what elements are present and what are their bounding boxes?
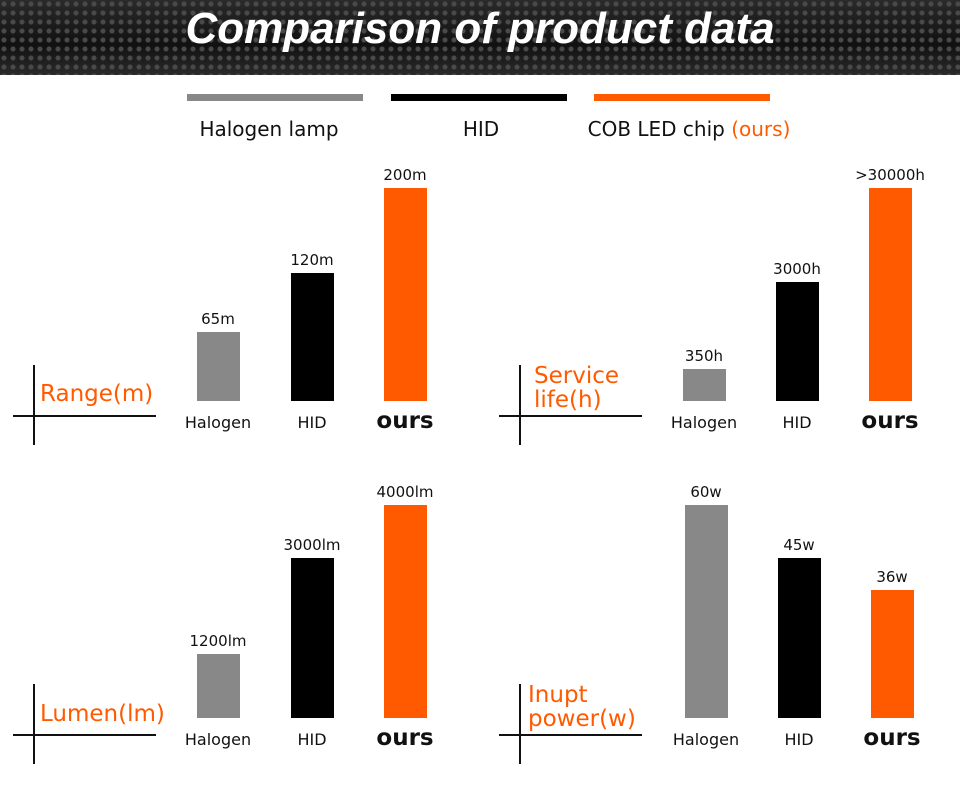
- axis-horizontal: [13, 734, 156, 736]
- bar-hid: [291, 558, 334, 718]
- bar-halogen: [683, 368, 726, 401]
- value-label: 200m: [383, 166, 427, 184]
- bar-hid: [291, 273, 334, 401]
- value-label: 4000lm: [376, 483, 434, 501]
- metric-label: Range(m): [40, 381, 154, 407]
- bar-halogen: [197, 654, 240, 718]
- bar-hid: [778, 558, 821, 718]
- header-banner: Comparison of product data: [0, 0, 960, 75]
- bar-halogen: [197, 331, 240, 401]
- category-label: ours: [376, 408, 434, 434]
- value-label: 45w: [783, 536, 815, 555]
- category-label: ours: [861, 408, 919, 434]
- category-label: HID: [297, 730, 327, 749]
- axis-horizontal: [13, 415, 156, 417]
- bar-ours: [384, 188, 427, 401]
- value-label: 3000h: [773, 259, 821, 278]
- legend-label-halogen: Halogen lamp: [199, 117, 339, 141]
- bar-ours: [869, 188, 912, 401]
- category-label: HID: [297, 413, 327, 432]
- axis-horizontal: [499, 734, 642, 736]
- bar-halogen: [685, 505, 728, 718]
- bar-hid: [776, 281, 819, 401]
- axis-vertical: [519, 684, 521, 764]
- axis-horizontal: [499, 415, 642, 417]
- page-title: Comparison of product data: [185, 4, 775, 53]
- value-label: 350h: [684, 346, 724, 365]
- value-label: 65m: [201, 309, 235, 328]
- category-label: HID: [782, 413, 812, 432]
- category-label: HID: [784, 730, 814, 749]
- metric-label: power(w): [528, 706, 636, 732]
- legend-label-hid: HID: [462, 117, 500, 141]
- value-label: 36w: [876, 568, 908, 587]
- legend-swatch-halogen: [187, 94, 363, 101]
- category-label: ours: [863, 725, 921, 751]
- legend-swatch-ours: [594, 94, 770, 101]
- legend-label-ours: COB LED chip (ours): [587, 117, 791, 141]
- category-label: ours: [376, 725, 434, 751]
- category-label: Halogen: [184, 413, 252, 432]
- category-label: Halogen: [670, 413, 738, 432]
- value-label: 60w: [690, 483, 722, 501]
- metric-label: Service: [534, 363, 620, 389]
- metric-label: life(h): [534, 387, 602, 413]
- value-label: 1200lm: [189, 632, 247, 651]
- axis-vertical: [519, 365, 521, 445]
- metric-label: Lumen(lm): [40, 701, 165, 727]
- category-label: Halogen: [184, 730, 252, 749]
- value-label: >30000h: [855, 166, 925, 184]
- bar-ours: [871, 590, 914, 718]
- axis-vertical: [33, 684, 35, 764]
- metric-label: Inupt: [528, 682, 588, 708]
- axis-vertical: [33, 365, 35, 445]
- category-label: Halogen: [672, 730, 740, 749]
- value-label: 3000lm: [283, 536, 341, 555]
- bar-ours: [384, 505, 427, 718]
- value-label: 120m: [290, 251, 334, 270]
- legend-swatch-hid: [391, 94, 567, 101]
